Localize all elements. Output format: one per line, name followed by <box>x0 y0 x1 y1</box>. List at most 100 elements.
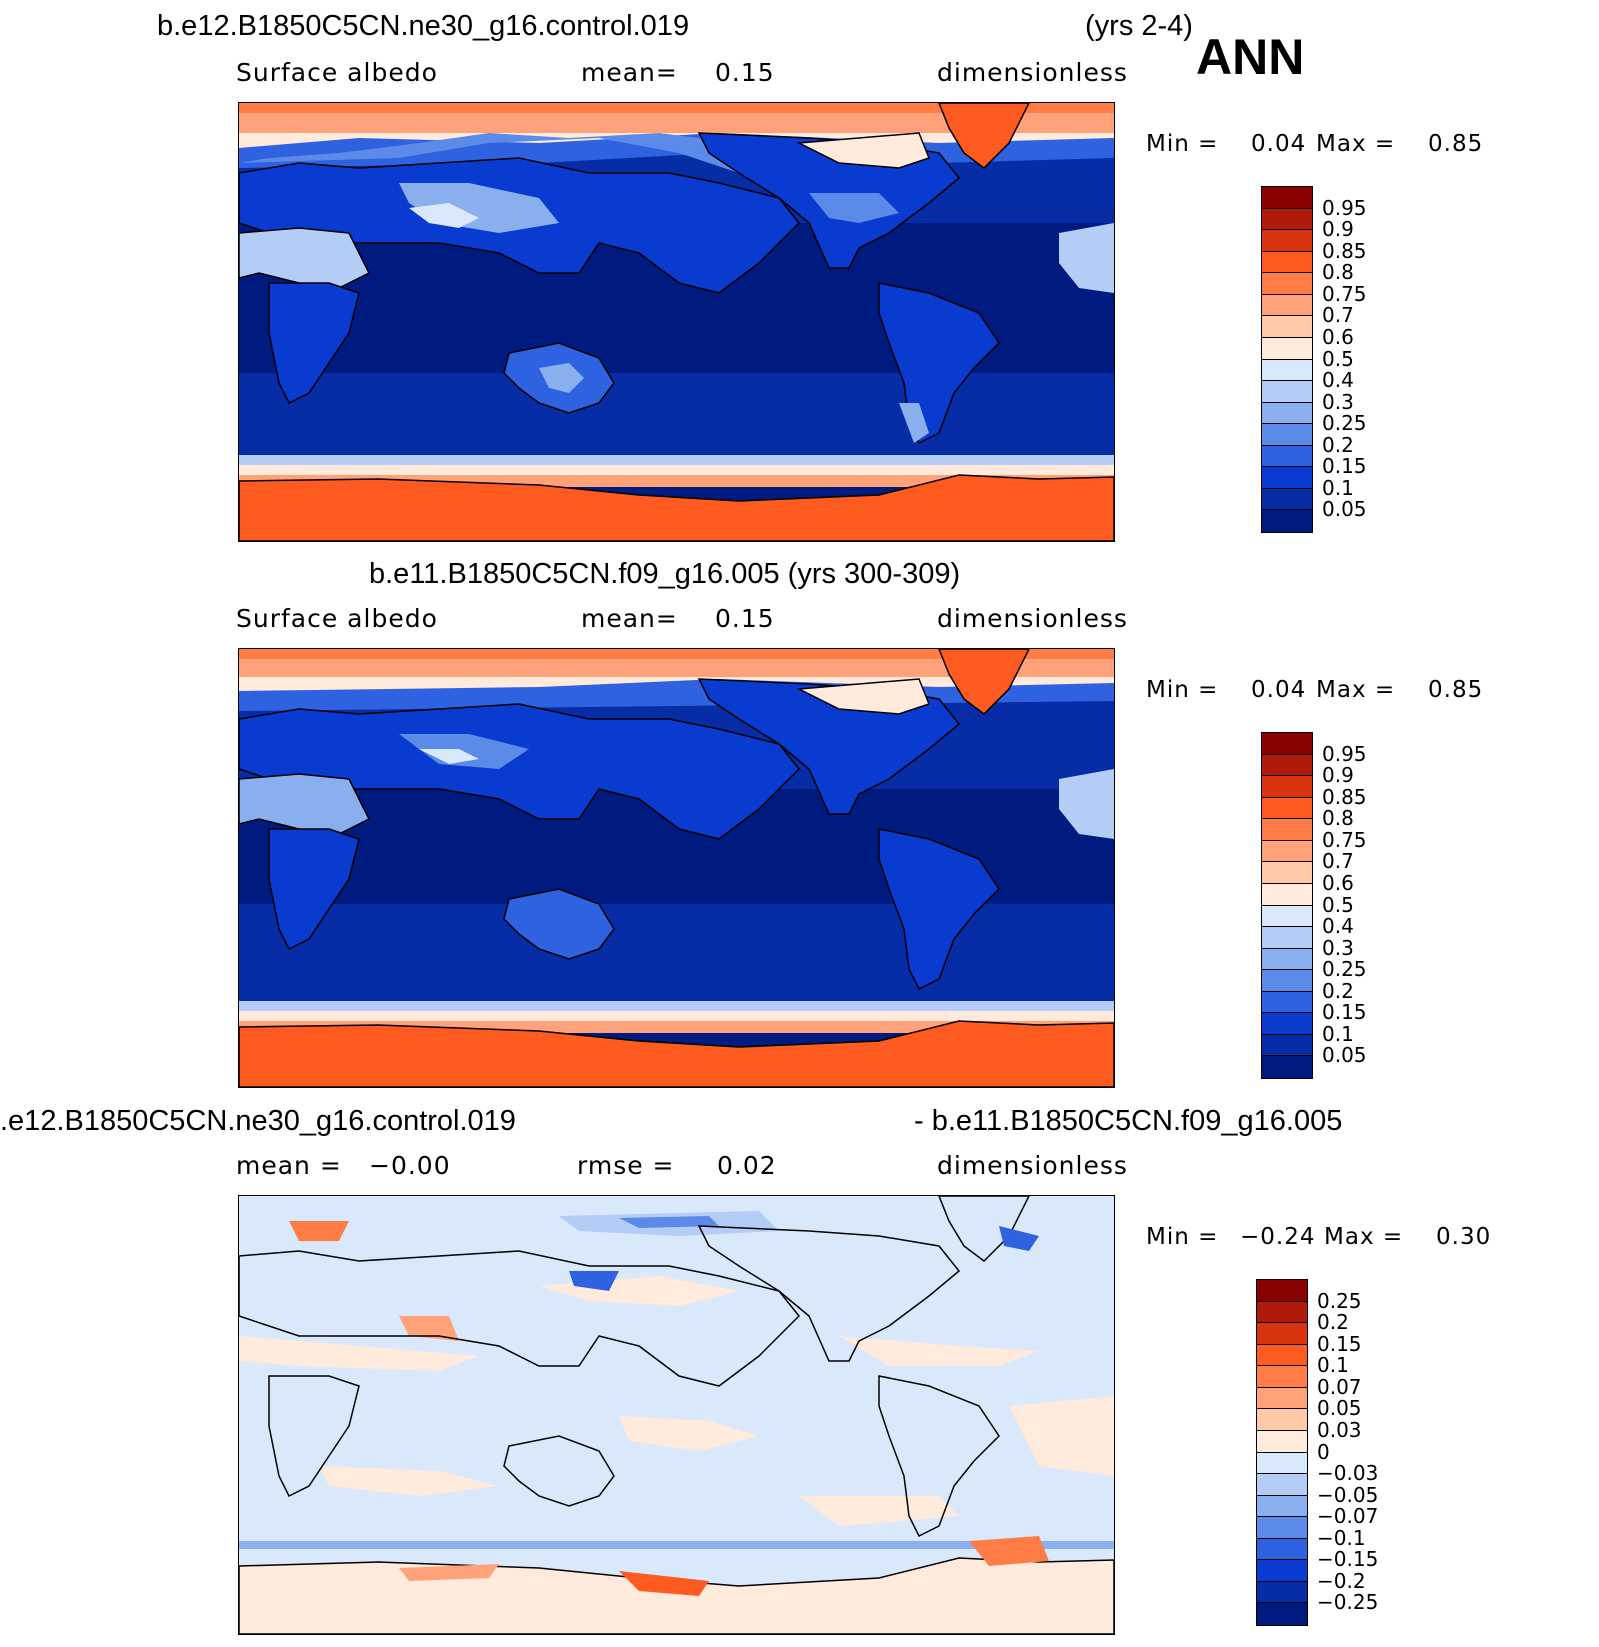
panel1-mean-value: 0.15 <box>715 58 775 87</box>
colorbar-label: 0.1 <box>1322 475 1354 500</box>
colorbar-swatch <box>1262 488 1312 511</box>
colorbar-label: 0.25 <box>1317 1288 1362 1313</box>
panel3-max-label: Max = <box>1324 1224 1404 1250</box>
colorbar-label: 0.9 <box>1322 217 1354 242</box>
panel2-variable: Surface albedo <box>236 604 438 633</box>
colorbar-swatch <box>1257 1560 1307 1582</box>
panel3-units: dimensionless <box>937 1151 1128 1180</box>
colorbar-label: 0.2 <box>1317 1310 1349 1335</box>
panel1-max-label: Max = <box>1316 131 1396 157</box>
panel2-map <box>238 648 1115 1088</box>
colorbar-label: 0.7 <box>1322 303 1354 328</box>
colorbar-label: 0.5 <box>1322 346 1354 371</box>
colorbar-swatch <box>1257 1581 1307 1604</box>
panel2-colorbar <box>1261 732 1313 1079</box>
colorbar-label: −0.25 <box>1317 1590 1379 1615</box>
colorbar-swatch <box>1262 1034 1312 1057</box>
panel2-max-label: Max = <box>1316 677 1396 703</box>
colorbar-label: 0.05 <box>1317 1396 1362 1421</box>
panel1-variable: Surface albedo <box>236 58 438 87</box>
colorbar-label: 0.15 <box>1322 454 1367 479</box>
panel3-mean-label: mean = <box>236 1151 342 1180</box>
colorbar-swatch <box>1262 251 1312 274</box>
panel1-max-value: 0.85 <box>1428 131 1484 157</box>
panel3-mean-value: −0.00 <box>369 1151 451 1180</box>
colorbar-label: 0.15 <box>1317 1331 1362 1356</box>
panel2-min-label: Min = <box>1146 677 1219 703</box>
colorbar-label: −0.05 <box>1317 1482 1379 1507</box>
colorbar-swatch <box>1257 1323 1307 1345</box>
colorbar-label: −0.15 <box>1317 1547 1379 1572</box>
colorbar-label: 0.2 <box>1322 432 1354 457</box>
colorbar-swatch <box>1262 840 1312 863</box>
colorbar-label: −0.2 <box>1317 1568 1366 1593</box>
colorbar-label: 0.15 <box>1322 1000 1367 1025</box>
colorbar-label: 0.75 <box>1322 281 1367 306</box>
case2-title: b.e11.B1850C5CN.f09_g16.005 (yrs 300-309… <box>369 558 961 590</box>
colorbar-swatch <box>1262 424 1312 446</box>
colorbar-swatch <box>1262 337 1312 360</box>
panel1-min-label: Min = <box>1146 131 1219 157</box>
colorbar-swatch <box>1262 294 1312 317</box>
panel3-max-value: 0.30 <box>1436 1224 1492 1250</box>
panel1-min-value: 0.04 <box>1251 131 1307 157</box>
season-label: ANN <box>1196 29 1305 85</box>
panel3-map <box>238 1195 1115 1635</box>
colorbar-label: 0.85 <box>1322 784 1367 809</box>
colorbar-label: 0.95 <box>1322 195 1367 220</box>
colorbar-swatch <box>1262 316 1312 338</box>
panel2-min-value: 0.04 <box>1251 677 1307 703</box>
colorbar-swatch <box>1262 754 1312 777</box>
panel1-mean-label: mean= <box>581 58 678 87</box>
colorbar-swatch <box>1262 927 1312 949</box>
colorbar-swatch <box>1262 948 1312 971</box>
colorbar-swatch <box>1262 862 1312 884</box>
colorbar-label: 0.3 <box>1322 389 1354 414</box>
colorbar-swatch <box>1262 733 1312 755</box>
colorbar-label: 0.8 <box>1322 260 1354 285</box>
colorbar-label: 0.05 <box>1322 1043 1367 1068</box>
panel3-rmse-label: rmse = <box>577 1151 675 1180</box>
colorbar-swatch <box>1262 819 1312 841</box>
colorbar-swatch <box>1257 1387 1307 1410</box>
colorbar-label: 0.4 <box>1322 914 1354 939</box>
diff-title-left: .e12.B1850C5CN.ne30_g16.control.019 <box>0 1105 516 1137</box>
colorbar-swatch <box>1257 1603 1307 1625</box>
colorbar-swatch <box>1257 1430 1307 1453</box>
colorbar-label: 0.2 <box>1322 978 1354 1003</box>
panel2-max-value: 0.85 <box>1428 677 1484 703</box>
colorbar-swatch <box>1257 1474 1307 1496</box>
diff-title-right: - b.e11.B1850C5CN.f09_g16.005 <box>914 1105 1343 1137</box>
colorbar-swatch <box>1257 1301 1307 1324</box>
colorbar-swatch <box>1262 991 1312 1014</box>
colorbar-swatch <box>1262 445 1312 468</box>
colorbar-swatch <box>1262 402 1312 425</box>
panel1-units: dimensionless <box>937 58 1128 87</box>
colorbar-label: −0.03 <box>1317 1461 1379 1486</box>
colorbar-label: −0.1 <box>1317 1525 1366 1550</box>
colorbar-swatch <box>1257 1409 1307 1431</box>
colorbar-swatch <box>1257 1344 1307 1367</box>
colorbar-label: 0.6 <box>1322 324 1354 349</box>
colorbar-swatch <box>1257 1538 1307 1561</box>
colorbar-swatch <box>1262 883 1312 906</box>
colorbar-swatch <box>1257 1366 1307 1388</box>
colorbar-label: 0.05 <box>1322 497 1367 522</box>
colorbar-swatch <box>1262 208 1312 231</box>
colorbar-label: 0.3 <box>1322 935 1354 960</box>
panel2-mean-label: mean= <box>581 604 678 633</box>
colorbar-swatch <box>1257 1495 1307 1518</box>
colorbar-swatch <box>1262 797 1312 820</box>
colorbar-label: 0.5 <box>1322 892 1354 917</box>
colorbar-swatch <box>1262 187 1312 209</box>
colorbar-label: 0.03 <box>1317 1417 1362 1442</box>
colorbar-label: 0.1 <box>1322 1021 1354 1046</box>
panel2-units: dimensionless <box>937 604 1128 633</box>
colorbar-label: −0.07 <box>1317 1504 1379 1529</box>
colorbar-label: 0.4 <box>1322 368 1354 393</box>
colorbar-label: 0.7 <box>1322 849 1354 874</box>
colorbar-label: 0 <box>1317 1439 1330 1464</box>
panel2-mean-value: 0.15 <box>715 604 775 633</box>
panel3-min-value: −0.24 <box>1240 1224 1316 1250</box>
colorbar-swatch <box>1262 273 1312 295</box>
